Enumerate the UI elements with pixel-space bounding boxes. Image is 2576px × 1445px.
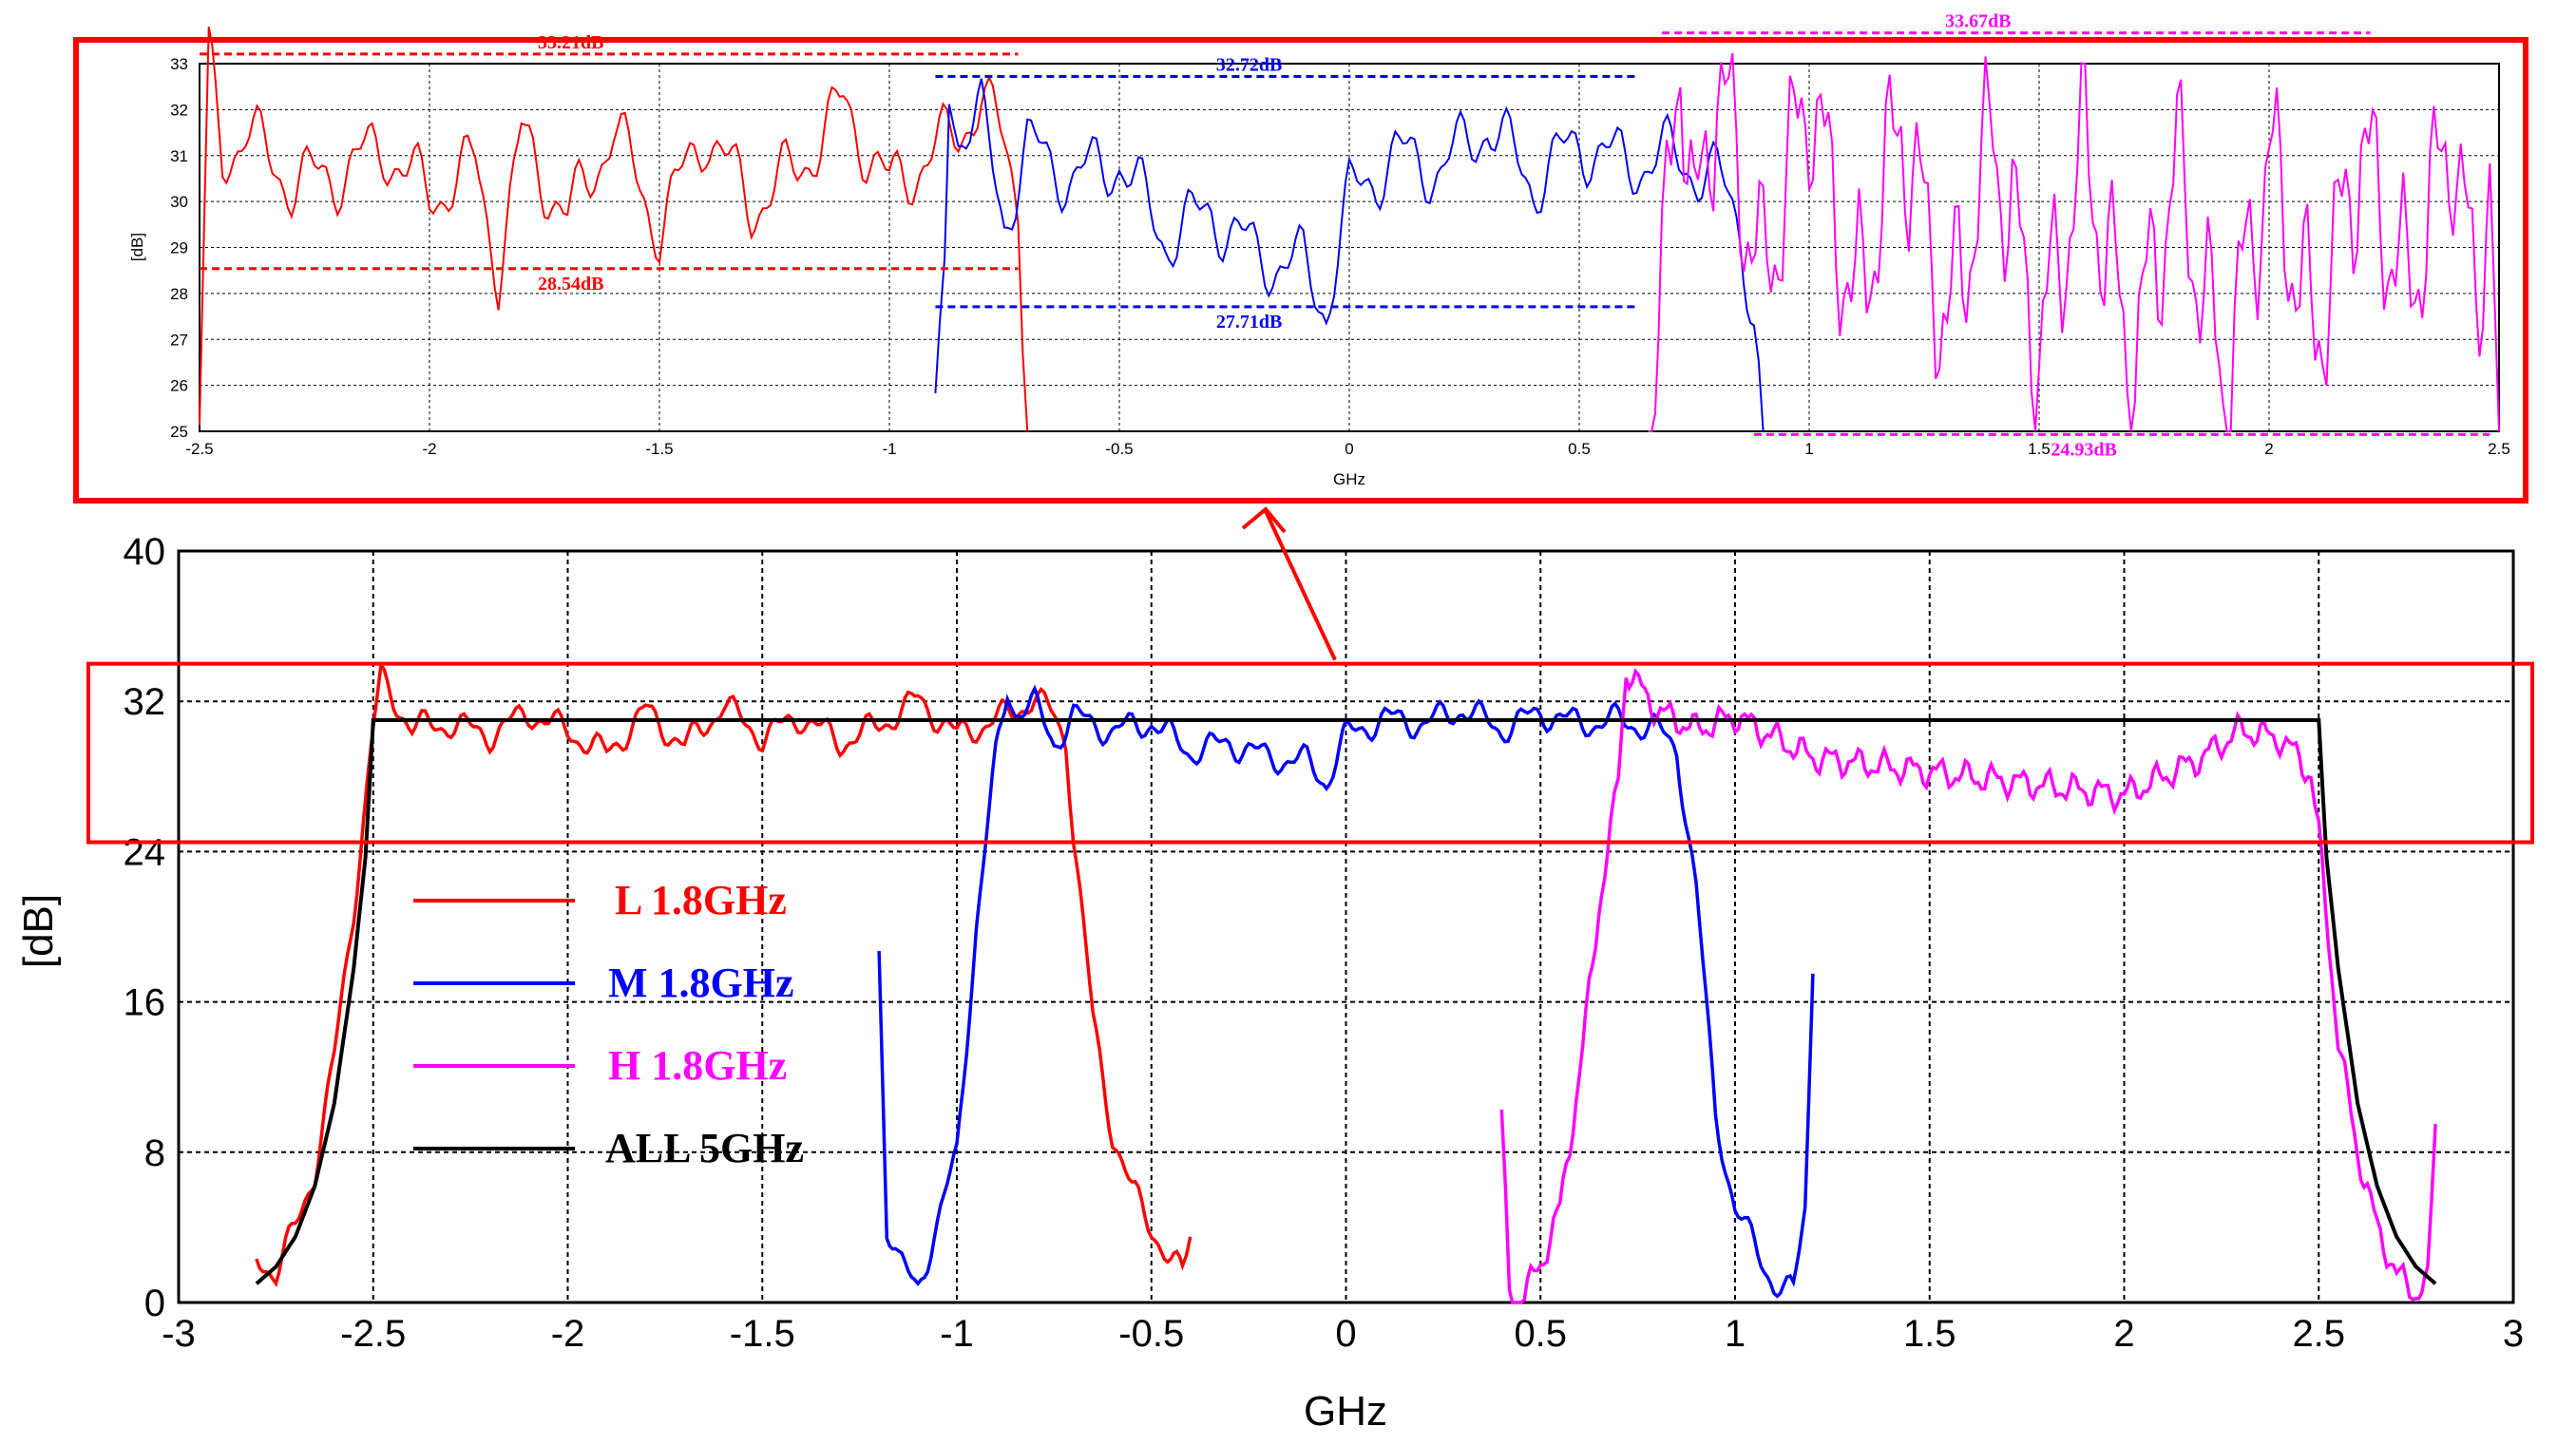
zoom-chart: 33.21dB 28.54dB 32.72dB 27.71dB 33.67dB 24.93… [73, 11, 2528, 504]
y-tick-label: 29 [170, 239, 188, 257]
x-tick-label: -1 [940, 1313, 974, 1355]
series-line-L [199, 27, 1029, 432]
series-line-ALL [255, 718, 2437, 1285]
y-tick-label: 32 [124, 681, 166, 723]
x-tick-label: 3 [2503, 1313, 2524, 1355]
x-tick-label: 0.5 [1514, 1313, 1567, 1355]
marker-label: 32.72dB [1216, 55, 1282, 76]
y-tick-label: 25 [170, 423, 188, 441]
series-line-M [934, 78, 1765, 432]
y-tick-label: 24 [124, 831, 166, 873]
y-tick-label: 8 [144, 1132, 165, 1174]
x-tick-label: 0 [1345, 440, 1353, 458]
x-tick-label: 0.5 [1568, 440, 1591, 458]
y-tick-label: 32 [170, 101, 188, 119]
y-tick-label: 28 [170, 285, 188, 303]
zoom-grid [200, 64, 2499, 431]
main-grid [179, 551, 2513, 1302]
x-tick-label: 2.5 [2292, 1313, 2345, 1355]
main-ticks: -3 -2.5 -2 -1.5 -1 -0.5 0 0.5 1 1.5 2 2.5 3 0 8 16 24 32 4… [124, 531, 2525, 1355]
y-tick-label: 0 [144, 1283, 165, 1324]
main-chart: -3 -2.5 -2 -1.5 -1 -0.5 0 0.5 1 1.5 2 2.5 3 0 8 16 24 32 4… [15, 506, 2534, 1435]
y-tick-label: 16 [124, 982, 166, 1024]
x-tick-label: -1.5 [730, 1313, 795, 1355]
zoom-series [199, 27, 2500, 432]
x-tick-label: -2.5 [340, 1313, 406, 1355]
zoom-x-axis-label: GHz [1333, 470, 1365, 488]
y-tick-label: 30 [170, 193, 188, 211]
x-tick-label: -0.5 [1105, 440, 1133, 458]
x-tick-label: 1 [1804, 440, 1813, 458]
x-tick-label: 1.5 [2028, 440, 2051, 458]
zoom-y-axis-label: [dB] [128, 233, 146, 261]
main-series [255, 661, 2437, 1304]
x-tick-label: -2 [551, 1313, 585, 1355]
x-tick-label: 1.5 [1903, 1313, 1956, 1355]
x-tick-label: 1 [1725, 1313, 1746, 1355]
y-tick-label: 31 [170, 147, 188, 165]
x-tick-label: 2 [2264, 440, 2273, 458]
legend-label-H: H 1.8GHz [608, 1042, 787, 1089]
zoom-connector-arrow [1264, 510, 1337, 661]
legend: L 1.8GHz M 1.8GHz H 1.8GHz ALL 5GHz [413, 877, 804, 1171]
x-tick-label: 0 [1335, 1313, 1356, 1355]
y-tick-label: 40 [124, 531, 166, 573]
x-tick-label: -2 [422, 440, 436, 458]
zoom-markers: 33.21dB 28.54dB 32.72dB 27.71dB 33.67dB 24.93… [200, 11, 2490, 460]
x-tick-label: 2 [2113, 1313, 2134, 1355]
zoom-ticks: -2.5 -2 -1.5 -1 -0.5 0 0.5 1 1.5 2 2.5 25 26 27 28 29 30… [170, 55, 2510, 458]
marker-label: 33.67dB [1945, 11, 2011, 32]
y-tick-label: 33 [170, 55, 188, 73]
marker-label: 28.54dB [538, 274, 603, 295]
main-x-axis-label: GHz [1304, 1388, 1387, 1435]
series-line-H [1648, 52, 2500, 432]
highlight-band [86, 661, 2534, 845]
legend-label-ALL: ALL 5GHz [605, 1125, 804, 1171]
y-tick-label: 27 [170, 331, 188, 349]
series-line-L [255, 661, 1193, 1288]
x-tick-label: -3 [162, 1313, 196, 1355]
x-tick-label: -1.5 [645, 440, 673, 458]
y-tick-label: 26 [170, 377, 188, 395]
x-tick-label: -1 [882, 440, 896, 458]
marker-label: 33.21dB [538, 32, 603, 53]
zoom-highlight-frame [73, 37, 2528, 504]
marker-label: 27.71dB [1216, 312, 1282, 333]
x-tick-label: -2.5 [185, 440, 213, 458]
zoom-connector-arrowhead [1241, 506, 1287, 534]
main-y-axis-label: [dB] [15, 894, 62, 968]
series-line-H [1499, 668, 2437, 1304]
legend-label-L: L 1.8GHz [615, 877, 787, 923]
legend-label-M: M 1.8GHz [608, 960, 794, 1006]
marker-label: 24.93dB [2051, 439, 2116, 460]
x-tick-label: -0.5 [1118, 1313, 1184, 1355]
x-tick-label: 2.5 [2488, 440, 2510, 458]
